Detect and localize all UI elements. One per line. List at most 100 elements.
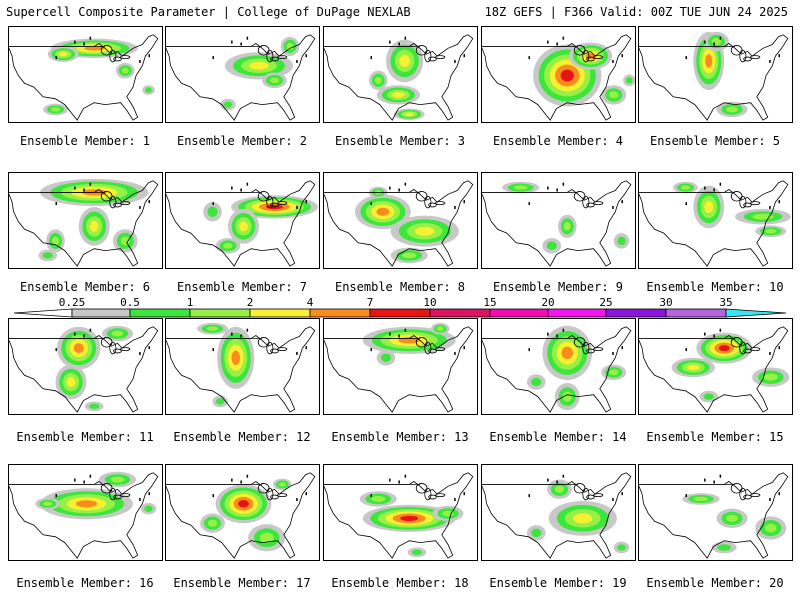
lake-speck: [148, 54, 150, 58]
member-map-panel: [481, 26, 636, 123]
lake-speck: [89, 328, 92, 332]
scp-contour: [207, 206, 218, 218]
member-map: [639, 326, 790, 413]
scp-contour: [144, 505, 153, 512]
lake-speck: [74, 40, 76, 44]
us-coastline: [639, 326, 789, 413]
lake-speck: [305, 492, 307, 496]
us-coastline: [166, 326, 316, 413]
scp-contour: [73, 343, 84, 354]
scale-tick-label: 7: [366, 296, 374, 309]
lake-speck: [305, 200, 307, 204]
member-label: Ensemble Member: 20: [646, 576, 784, 590]
member-label: Ensemble Member: 1: [19, 134, 151, 148]
member-map-panel: [638, 26, 793, 123]
lake-speck: [389, 332, 391, 336]
member-label: Ensemble Member: 6: [19, 280, 151, 294]
scp-contour: [380, 353, 392, 363]
great-lake: [109, 195, 117, 209]
lake-speck: [463, 346, 465, 350]
lake-speck: [778, 492, 780, 496]
lake-speck: [148, 200, 150, 204]
great-lake: [109, 49, 117, 63]
member-label: Ensemble Member: 5: [649, 134, 781, 148]
great-lake: [113, 56, 122, 62]
member-map-panel: [638, 318, 793, 415]
lake-speck: [231, 332, 233, 336]
scp-contour: [560, 69, 574, 82]
great-lake: [593, 493, 604, 497]
lake-speck: [55, 348, 57, 352]
scp-contour: [58, 51, 68, 57]
great-lake: [424, 487, 432, 501]
lake-speck: [231, 186, 233, 190]
scp-contour: [687, 364, 700, 371]
member-label: Ensemble Member: 13: [331, 430, 469, 444]
lake-speck: [685, 348, 687, 352]
scp-contour: [121, 67, 129, 74]
lake-speck: [713, 334, 715, 338]
lake-speck: [212, 494, 214, 498]
lake-speck: [547, 40, 549, 44]
lake-speck: [769, 59, 771, 63]
scp-field: [220, 36, 300, 111]
lake-speck: [704, 40, 706, 44]
lake-speck: [55, 56, 57, 60]
lake-speck: [547, 186, 549, 190]
great-lake: [586, 202, 595, 208]
lake-speck: [713, 42, 715, 46]
scale-tick-label: 25: [599, 296, 613, 309]
lake-speck: [55, 494, 57, 498]
member-map-panel: [323, 26, 478, 123]
scp-contour: [239, 221, 248, 232]
us-coastline: [9, 34, 159, 121]
lake-speck: [556, 334, 558, 338]
lake-speck: [74, 332, 76, 336]
member-map-panel: [323, 464, 478, 561]
member-label: Ensemble Member: 8: [334, 280, 466, 294]
scale-swatch: [189, 308, 251, 318]
scp-field: [35, 471, 157, 520]
scale-swatch: [71, 308, 131, 318]
great-lake: [743, 494, 752, 500]
scp-contour: [249, 61, 269, 70]
scale-arrow-left: [13, 308, 73, 318]
lake-speck: [719, 182, 722, 186]
lake-speck: [398, 188, 400, 192]
great-lake: [428, 202, 437, 208]
lake-speck: [454, 351, 456, 355]
lake-speck: [612, 59, 614, 63]
great-lake: [435, 55, 446, 59]
great-lake: [750, 201, 761, 205]
scp-contour: [376, 207, 390, 216]
member-map-panel: [323, 172, 478, 269]
member-map-panel: [8, 318, 163, 415]
lake-speck: [296, 59, 298, 63]
member-label: Ensemble Member: 2: [176, 134, 308, 148]
scale-arrow-right: [725, 308, 787, 318]
lake-speck: [556, 42, 558, 46]
lake-speck: [556, 188, 558, 192]
great-lake: [582, 195, 590, 209]
member-label: Ensemble Member: 17: [173, 576, 311, 590]
scp-contour: [617, 236, 626, 246]
member-map: [9, 471, 159, 559]
scp-field: [673, 181, 791, 238]
member-map-panel: [481, 318, 636, 415]
scp-field: [682, 493, 787, 554]
scale-swatch: [665, 308, 727, 318]
member-map: [324, 180, 474, 267]
lake-speck: [305, 346, 307, 350]
member-map-panel: [8, 464, 163, 561]
lake-speck: [139, 205, 141, 209]
lake-speck: [231, 40, 233, 44]
lake-speck: [612, 351, 614, 355]
lake-speck: [398, 480, 400, 484]
lake-speck: [389, 186, 391, 190]
lake-speck: [398, 42, 400, 46]
great-lake: [739, 487, 747, 501]
lake-speck: [528, 56, 530, 60]
scp-contour: [120, 236, 130, 246]
member-label: Ensemble Member: 10: [646, 280, 784, 294]
lake-speck: [685, 494, 687, 498]
